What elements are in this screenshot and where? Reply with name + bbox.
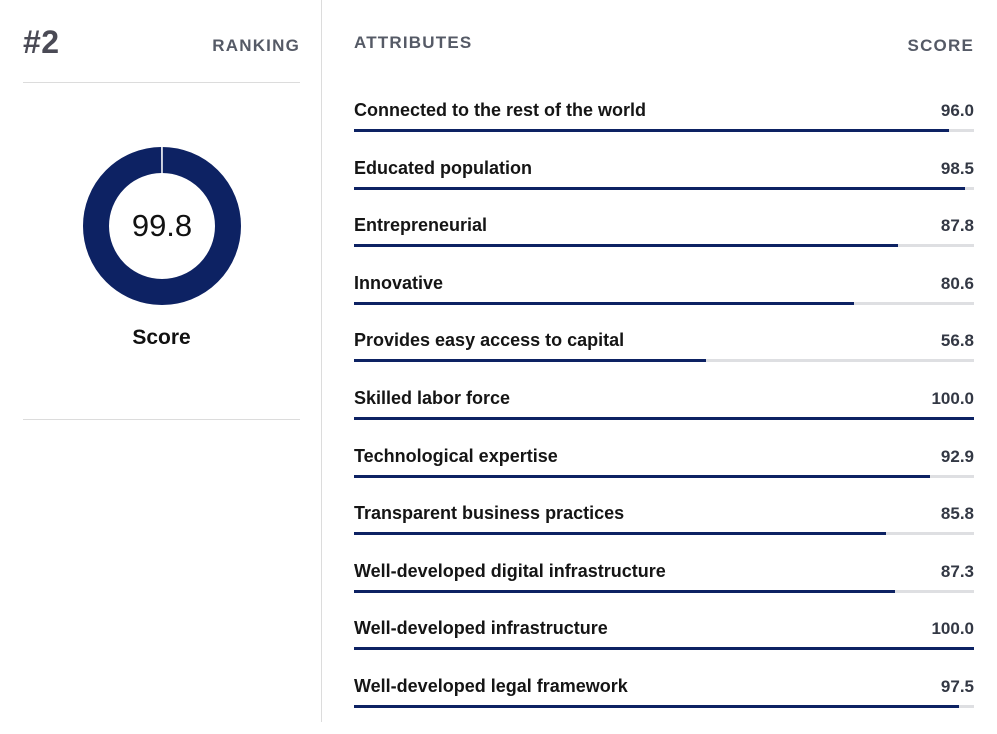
- attribute-bar-fill: [354, 129, 950, 132]
- attribute-row: Technological expertise 92.9: [354, 446, 974, 504]
- attribute-bar-track: [354, 129, 974, 132]
- attribute-row: Entrepreneurial 87.8: [354, 215, 974, 273]
- attribute-bar-fill: [354, 186, 965, 190]
- divider: [23, 82, 300, 83]
- attribute-bar-fill: [354, 474, 930, 478]
- attribute-bar-fill: [354, 589, 896, 593]
- attribute-row: Transparent business practices 85.8: [354, 503, 974, 561]
- attribute-score: 92.9: [940, 446, 974, 466]
- attribute-row: Educated population 98.5: [354, 158, 974, 216]
- attribute-bar-track: [354, 416, 974, 420]
- attribute-bar-track: [354, 186, 974, 190]
- attribute-bar-fill: [354, 532, 886, 536]
- attribute-bar-fill: [354, 301, 854, 305]
- divider: [23, 419, 300, 420]
- attribute-label: Educated population: [354, 157, 532, 178]
- ranking-position: #2: [23, 24, 60, 60]
- attribute-row: Well-developed legal framework 97.5: [354, 676, 974, 734]
- attribute-score: 100.0: [931, 619, 974, 639]
- attribute-score: 87.3: [940, 561, 974, 581]
- attribute-label: Connected to the rest of the world: [354, 100, 647, 120]
- attribute-label: Provides easy access to capital: [354, 330, 625, 351]
- ranking-label: RANKING: [212, 36, 300, 55]
- attribute-row: Well-developed digital infrastructure 87…: [354, 561, 974, 619]
- attribute-bar-track: [354, 474, 974, 478]
- attribute-bar-track: [354, 244, 974, 248]
- attribute-score: 80.6: [940, 273, 974, 293]
- score-column-header: SCORE: [907, 36, 974, 55]
- attribute-label: Well-developed digital infrastructure: [354, 560, 666, 581]
- attribute-label: Well-developed legal framework: [354, 675, 628, 696]
- column-divider: [321, 0, 322, 722]
- attribute-row: Skilled labor force 100.0: [354, 388, 974, 446]
- attribute-list: Connected to the rest of the world 96.0 …: [354, 100, 974, 734]
- attribute-bar-fill: [354, 704, 959, 708]
- attribute-score: 56.8: [940, 331, 974, 351]
- overall-score-value: 99.8: [131, 208, 193, 243]
- attribute-bar-fill: [354, 647, 974, 651]
- attribute-bar-track: [354, 589, 974, 593]
- score-donut: 99.8: [82, 146, 242, 306]
- attribute-bar-fill: [354, 244, 899, 248]
- attribute-label: Entrepreneurial: [354, 215, 488, 236]
- attribute-row: Provides easy access to capital 56.8: [354, 330, 974, 388]
- attribute-label: Well-developed infrastructure: [354, 618, 608, 639]
- attribute-bar-fill: [354, 359, 707, 363]
- attribute-bar-track: [354, 532, 974, 536]
- attribute-score: 87.8: [940, 216, 974, 236]
- attribute-score: 96.0: [940, 101, 974, 120]
- attribute-row: Well-developed infrastructure 100.0: [354, 618, 974, 676]
- attribute-score: 97.5: [940, 676, 974, 696]
- attribute-bar-track: [354, 359, 974, 363]
- attribute-row: Innovative 80.6: [354, 273, 974, 331]
- attributes-header: ATTRIBUTES: [354, 33, 473, 52]
- attribute-bar-fill: [354, 416, 974, 420]
- attribute-label: Technological expertise: [354, 445, 558, 466]
- attribute-row: Connected to the rest of the world 96.0: [354, 100, 974, 158]
- attribute-label: Transparent business practices: [354, 503, 625, 524]
- attribute-bar-track: [354, 647, 974, 651]
- attribute-bar-track: [354, 301, 974, 305]
- attribute-bar-track: [354, 704, 974, 708]
- attribute-label: Innovative: [354, 272, 444, 293]
- attribute-score: 100.0: [931, 388, 974, 408]
- overall-score-label: Score: [132, 326, 191, 349]
- attribute-score: 85.8: [940, 504, 974, 524]
- attribute-score: 98.5: [940, 158, 974, 178]
- score-donut-chart: [83, 146, 241, 305]
- attribute-label: Skilled labor force: [354, 387, 511, 408]
